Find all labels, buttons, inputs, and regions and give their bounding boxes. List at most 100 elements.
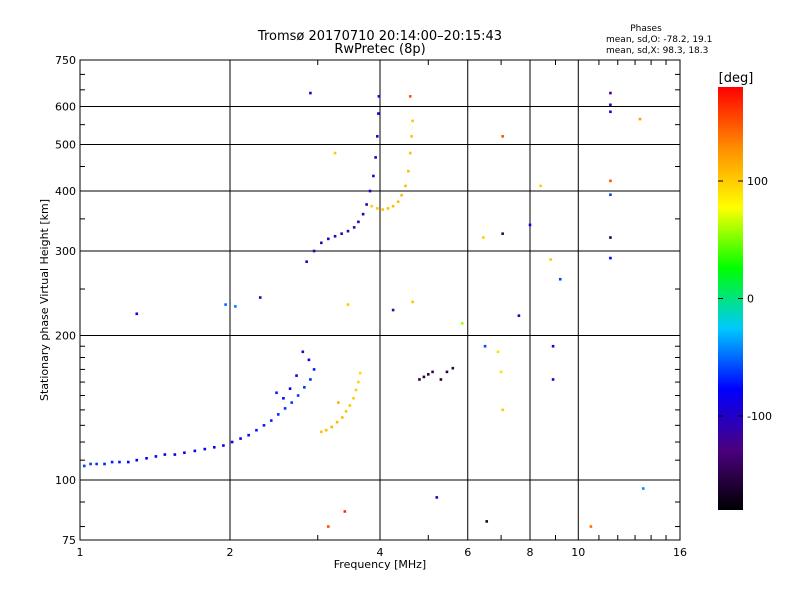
echo-point (377, 112, 380, 115)
echo-point (303, 386, 306, 389)
echo-point (296, 394, 300, 397)
echo-point (408, 151, 412, 155)
echo-point (333, 151, 337, 155)
echo-point (343, 510, 347, 513)
echo-point (230, 440, 234, 444)
plot-frame (79, 59, 681, 541)
echo-point (411, 300, 414, 304)
echo-point (386, 207, 390, 210)
echo-point (435, 496, 439, 499)
echo-point (396, 200, 400, 204)
chart-title: Tromsø 20170710 20:14:00–20:15:43 (257, 29, 502, 44)
echo-point (312, 368, 316, 371)
echo-point (247, 433, 250, 437)
stats-line-x: mean, sd,X: 98.3, 18.3 (606, 46, 708, 56)
echo-point (288, 387, 292, 390)
stats-line-o: mean, sd,O: -78.2, 19.1 (606, 35, 712, 45)
echo-point (340, 232, 343, 235)
echo-point (135, 312, 139, 316)
echo-point (290, 401, 294, 404)
echo-point (460, 322, 464, 325)
echo-point (262, 424, 266, 427)
echo-point (82, 464, 86, 468)
echo-point (103, 462, 106, 466)
echo-point (276, 413, 280, 416)
echo-point (309, 91, 312, 95)
echo-point (305, 260, 308, 264)
echo-point (411, 119, 414, 123)
echo-point (551, 344, 555, 348)
y-tick-label: 100 (55, 474, 76, 487)
echo-point (528, 223, 532, 227)
echo-point (609, 103, 612, 107)
echo-point (346, 229, 350, 233)
echo-point (330, 425, 334, 429)
colorbar-ticks: 100 0 -100 (718, 175, 772, 423)
echo-point (501, 232, 504, 235)
echo-point (445, 370, 449, 374)
echo-point (337, 401, 340, 404)
echo-point (609, 193, 612, 197)
y-tick-label: 75 (62, 534, 76, 547)
echo-point (372, 174, 375, 178)
echo-point (407, 169, 410, 173)
echo-point (344, 410, 348, 413)
y-tick-label: 200 (55, 330, 76, 343)
grid-lines (80, 60, 680, 540)
colorbar-tick-label: 0 (747, 293, 754, 306)
echo-point (320, 241, 323, 245)
echo-point (212, 446, 216, 449)
x-tick-label: 10 (571, 546, 585, 559)
echo-point (589, 525, 593, 528)
echo-point (609, 179, 612, 183)
echo-point (89, 462, 92, 466)
y-axis-label: Stationary phase Virtual Height [km] (38, 199, 51, 401)
echo-point (609, 256, 612, 260)
x-tick-label: 6 (464, 546, 471, 559)
echo-point (482, 236, 485, 239)
echo-point (154, 455, 158, 458)
echo-points (82, 91, 645, 528)
echo-point (391, 204, 395, 208)
echo-point (183, 451, 186, 455)
colorbar-label: [deg] (719, 71, 754, 86)
echo-point (234, 305, 237, 308)
x-axis-label: Frequency [MHz] (334, 558, 426, 571)
echo-point (283, 407, 287, 410)
echo-point (357, 380, 360, 384)
echo-point (301, 350, 305, 354)
echo-point (173, 453, 177, 456)
echo-point (431, 370, 434, 374)
x-tick-label: 4 (377, 546, 384, 559)
echo-point (327, 525, 330, 528)
echo-point (335, 420, 339, 424)
echo-point (118, 460, 121, 464)
echo-point (549, 258, 552, 261)
echo-point (255, 428, 258, 432)
echo-point (370, 204, 374, 208)
echo-point (307, 358, 311, 362)
colorbar-tick-label: 100 (747, 175, 768, 188)
axes: 1 2 4 6 8 10 16 75 100 200 300 400 500 600 750 (55, 54, 687, 559)
echo-point (426, 373, 430, 376)
colorbar-tick-label: -100 (747, 410, 772, 423)
echo-point (485, 520, 489, 523)
echo-point (269, 419, 273, 422)
echo-point (418, 378, 421, 381)
x-tick-label: 8 (527, 546, 534, 559)
echo-point (222, 444, 225, 447)
echo-point (361, 212, 365, 216)
echo-point (275, 391, 278, 395)
echo-point (451, 366, 455, 370)
echo-point (320, 430, 323, 434)
echo-point (381, 208, 384, 211)
echo-point (358, 371, 362, 375)
y-tick-label: 400 (55, 185, 76, 198)
echo-point (404, 184, 407, 188)
echo-point (224, 303, 227, 306)
echo-point (483, 344, 487, 348)
echo-point (352, 226, 356, 229)
echo-point (539, 184, 542, 188)
y-tick-label: 500 (55, 139, 76, 152)
